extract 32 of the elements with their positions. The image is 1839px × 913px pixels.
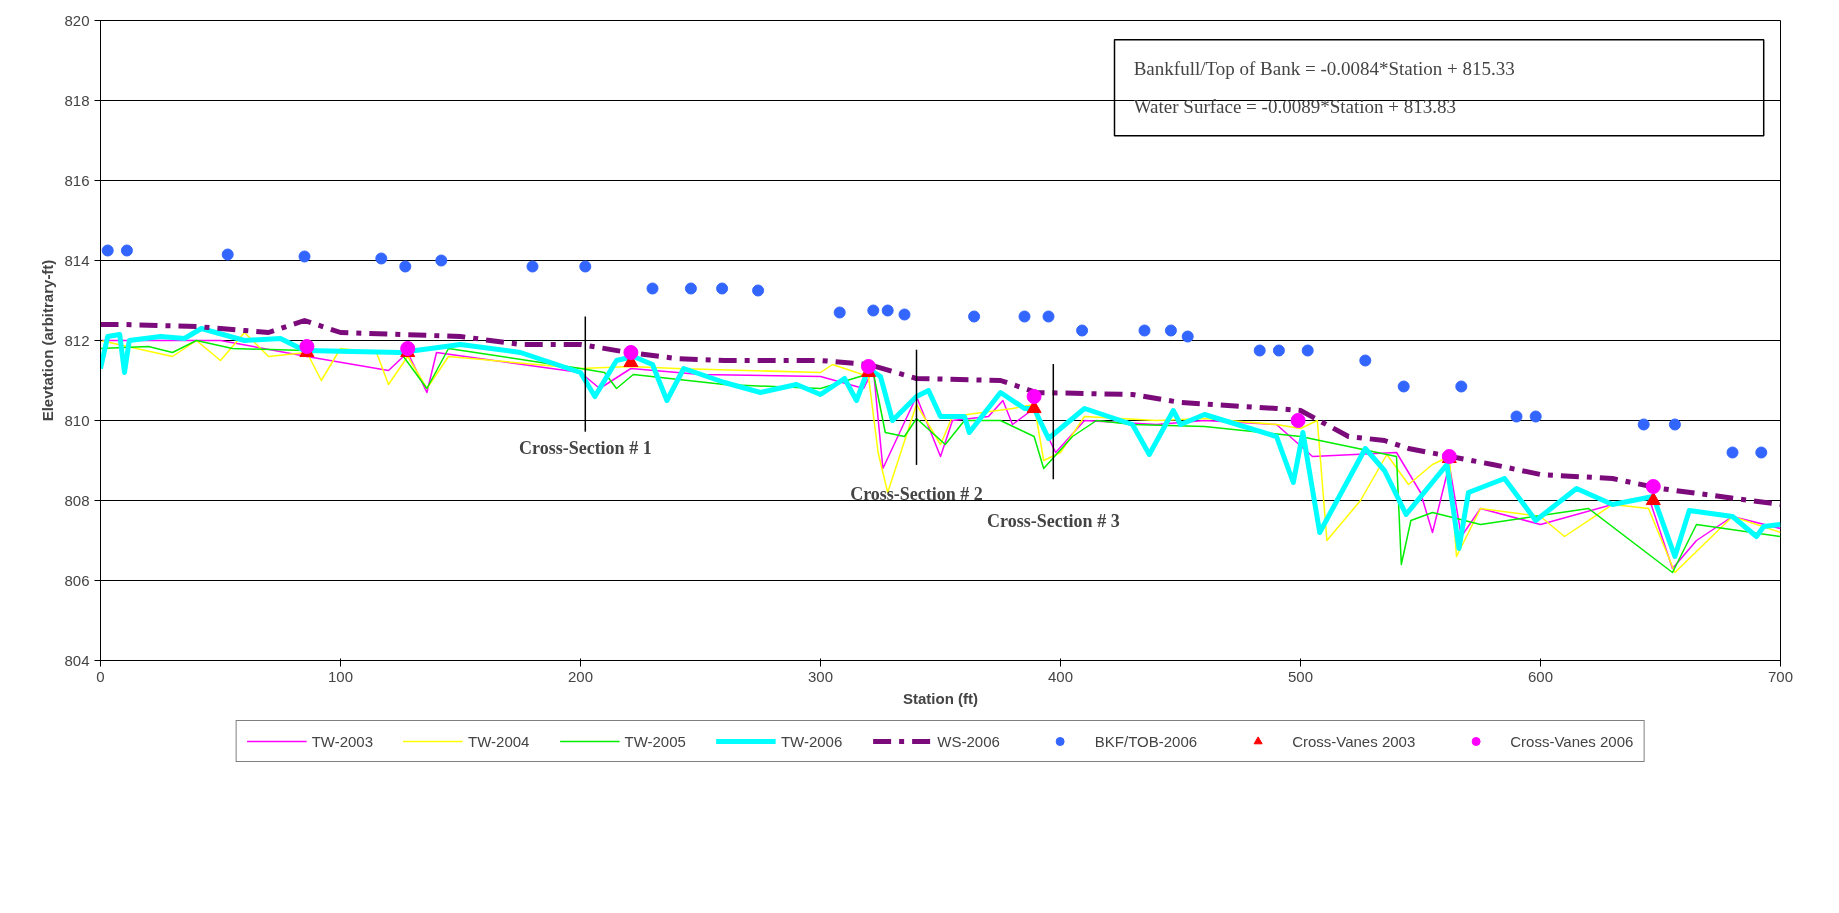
x-tick-label: 100 xyxy=(327,667,354,685)
x-tick-label: 700 xyxy=(1767,667,1794,685)
x-tick-label: 400 xyxy=(1047,667,1074,685)
x-tick-label: 500 xyxy=(1287,667,1314,685)
legend-label: TW-2004 xyxy=(468,732,530,750)
legend-label: BKF/TOB-2006 xyxy=(1094,732,1198,750)
ref-line-label: Cross-Section # 2 xyxy=(850,483,983,504)
legend-label: WS-2006 xyxy=(937,732,1000,750)
y-tick-label: 816 xyxy=(64,171,90,189)
y-tick-label: 818 xyxy=(64,91,90,109)
y-tick-label: 808 xyxy=(64,491,90,509)
y-tick-label: 820 xyxy=(64,11,90,29)
y-tick-label: 814 xyxy=(64,251,90,269)
y-tick-label: 812 xyxy=(64,331,90,349)
legend-label: Cross-Vanes 2003 xyxy=(1292,732,1416,750)
annotation: Bankfull/Top of Bank = -0.0084*Station + 815.33 xyxy=(1133,58,1515,79)
legend-label: Cross-Vanes 2006 xyxy=(1510,732,1634,750)
x-axis-title: Station (ft) xyxy=(903,689,978,707)
legend-label: TW-2006 xyxy=(780,732,843,750)
x-tick-label: 200 xyxy=(567,667,594,685)
y-tick-label: 804 xyxy=(64,651,90,669)
annotation: Water Surface = -0.0089*Station + 813.83 xyxy=(1133,96,1456,118)
y-tick-label: 806 xyxy=(64,571,90,589)
x-tick-label: 600 xyxy=(1527,667,1554,685)
ref-line-label: Cross-Section # 1 xyxy=(518,437,652,458)
legend-label: TW-2003 xyxy=(311,732,374,750)
x-tick-label: 300 xyxy=(807,667,834,685)
y-axis-title: Elevtation (arbitrary-ft) xyxy=(39,259,57,422)
y-tick-label: 810 xyxy=(64,411,90,429)
ref-line-label: Cross-Section # 3 xyxy=(986,510,1120,531)
legend-label: TW-2005 xyxy=(624,732,686,750)
x-tick-label: 0 xyxy=(96,667,105,685)
